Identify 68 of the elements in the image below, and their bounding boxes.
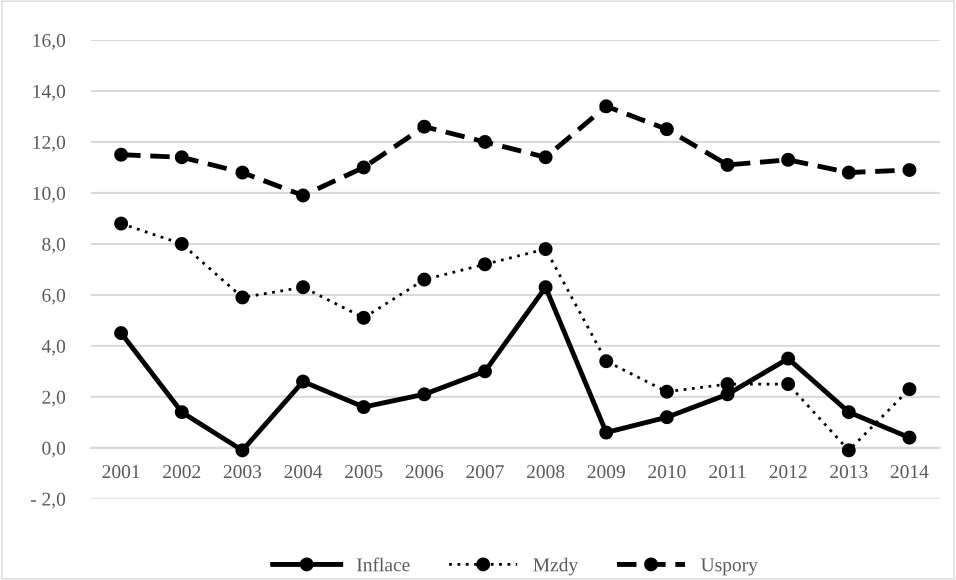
point [599, 426, 614, 440]
point [478, 364, 492, 378]
x-tick-label: 2011 [709, 465, 746, 478]
point [417, 387, 432, 402]
point [720, 377, 734, 392]
y-tick-label: 12,0 [34, 136, 66, 152]
point [356, 160, 371, 174]
y-tick-label: 4,0 [42, 340, 66, 356]
point [114, 216, 128, 230]
legend-label: Inflace [357, 558, 410, 572]
point [842, 405, 856, 420]
point [902, 382, 916, 396]
point [356, 400, 371, 414]
x-tick-label: 2001 [102, 465, 140, 478]
point [174, 405, 189, 420]
y-tick-label: 16,0 [34, 34, 66, 50]
point [842, 443, 856, 458]
point [538, 280, 553, 294]
y-tick-label: 14,0 [34, 84, 66, 101]
y-tick-label: 0,0 [42, 442, 66, 458]
x-tick-label: 2002 [163, 465, 200, 478]
point [781, 152, 796, 167]
point [902, 430, 916, 445]
legend-label: Mzdy [533, 558, 578, 576]
x-tick-label: 2005 [345, 465, 382, 478]
point [478, 135, 492, 149]
point [902, 163, 916, 177]
y-tick-label: 10,0 [34, 186, 66, 203]
point [599, 354, 614, 368]
point [660, 122, 674, 136]
point [356, 310, 371, 325]
x-tick-label: 2008 [527, 465, 564, 478]
point [174, 150, 189, 164]
point [174, 236, 189, 251]
x-tick-label: 2003 [224, 465, 262, 478]
y-tick-label: 2,0 [42, 390, 66, 407]
point [296, 188, 310, 202]
point [417, 272, 432, 287]
point [296, 374, 310, 388]
x-tick-label: 2006 [406, 465, 444, 478]
point [538, 150, 553, 164]
y-tick-label: 6,0 [42, 288, 66, 305]
point [599, 99, 614, 114]
point [781, 352, 796, 366]
x-tick-label: 2004 [284, 465, 322, 478]
point [842, 166, 856, 180]
point [235, 290, 250, 304]
x-tick-label: 2012 [770, 465, 807, 478]
x-tick-label: 2009 [588, 465, 625, 478]
point [781, 377, 796, 392]
point [538, 242, 553, 256]
y-tick-label: 8,0 [42, 238, 66, 254]
point [417, 120, 432, 134]
point [114, 148, 128, 162]
x-tick-label: 2007 [466, 465, 504, 478]
point [660, 384, 674, 399]
x-tick-label: 2013 [830, 465, 868, 478]
y-tick-label: - 2,0 [30, 492, 66, 509]
point [114, 326, 128, 340]
point [478, 257, 492, 272]
x-tick-label: 2010 [648, 465, 686, 478]
point [720, 158, 734, 172]
point [235, 166, 250, 180]
point [235, 443, 250, 458]
legend-label: Uspory [701, 558, 758, 576]
x-tick-label: 2014 [890, 465, 929, 478]
point [296, 280, 310, 294]
point [660, 410, 674, 424]
